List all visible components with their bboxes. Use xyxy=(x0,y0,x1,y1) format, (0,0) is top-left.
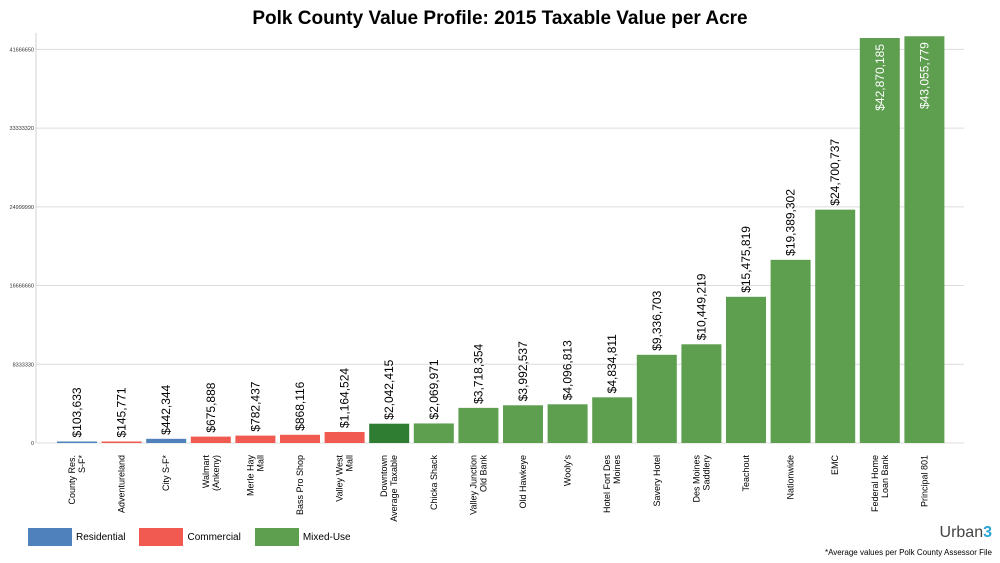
x-tick-label: Principal 801 xyxy=(919,455,929,507)
x-tick-label: Federal Home xyxy=(870,455,880,512)
y-tick-label: 24999990 xyxy=(10,205,34,211)
x-tick-label: (Ankeny) xyxy=(211,455,221,491)
data-label: $10,449,219 xyxy=(694,273,708,340)
x-tick-label: Chicka Shack xyxy=(429,455,439,511)
bar xyxy=(770,259,811,443)
bar xyxy=(904,36,945,443)
data-label: $24,700,737 xyxy=(828,139,842,206)
brand-number: 3 xyxy=(983,524,992,541)
bar xyxy=(458,407,499,443)
x-tick-label: Downtown xyxy=(379,455,389,497)
x-tick-label: Des Moines xyxy=(691,455,701,503)
x-tick-label: Old Hawkeye xyxy=(518,455,528,509)
y-tick-label: 41666650 xyxy=(10,47,34,53)
x-tick-label: Savery Hotel xyxy=(652,455,662,507)
x-tick-label: Average Taxable xyxy=(389,455,399,522)
bar xyxy=(547,404,588,443)
bar xyxy=(324,431,365,443)
x-tick-label: Loan Bank xyxy=(880,455,890,499)
bar xyxy=(815,209,856,443)
legend-item-residential: Residential xyxy=(28,528,125,546)
bar xyxy=(101,441,142,443)
brand-logo: Urban3 xyxy=(940,524,992,542)
x-tick-label: Valley Junction xyxy=(468,455,478,515)
legend-swatch-mixed-use xyxy=(254,528,299,546)
x-tick-label: Old Bank xyxy=(478,455,488,493)
bar xyxy=(57,441,97,443)
data-label: $2,042,415 xyxy=(382,359,396,419)
data-label: $43,055,779 xyxy=(917,42,931,109)
bar xyxy=(280,434,320,443)
bar xyxy=(726,296,766,443)
data-label: $15,475,819 xyxy=(739,226,753,293)
bar xyxy=(859,38,900,444)
data-label: $868,116 xyxy=(293,381,307,430)
x-tick-label: Wooly's xyxy=(563,455,573,487)
data-label: $782,437 xyxy=(248,381,262,431)
bar xyxy=(235,435,276,443)
x-tick-label: City S-F* xyxy=(161,455,171,491)
x-tick-label: Merle Hay xyxy=(245,455,255,497)
chart-title: Polk County Value Profile: 2015 Taxable … xyxy=(252,8,747,29)
legend-item-mixed-use: Mixed-Use xyxy=(254,528,351,546)
x-tick-label: Adventureland xyxy=(117,455,127,513)
bar xyxy=(146,438,187,443)
legend-swatch-commercial xyxy=(139,528,184,546)
data-label: $3,992,537 xyxy=(516,341,530,401)
data-label: $103,633 xyxy=(70,387,84,437)
y-tick-label: 16666660 xyxy=(10,284,34,290)
x-tick-label: Mall xyxy=(255,455,265,472)
legend-label-residential: Residential xyxy=(76,531,126,543)
x-tick-label: Nationwide xyxy=(786,455,796,500)
x-tick-label: Walmart xyxy=(201,455,211,489)
bar xyxy=(413,423,454,443)
data-label: $42,870,185 xyxy=(873,44,887,111)
y-tick-label: 8333330 xyxy=(13,362,34,368)
bar xyxy=(681,344,722,443)
bar xyxy=(190,436,231,443)
data-label: $9,336,703 xyxy=(650,290,664,350)
x-tick-label: EMC xyxy=(830,455,840,476)
data-label: $145,771 xyxy=(115,387,129,437)
data-label: $1,164,524 xyxy=(338,368,352,428)
data-label: $4,096,813 xyxy=(561,340,575,400)
data-label: $442,344 xyxy=(159,384,173,434)
data-label: $675,888 xyxy=(204,382,218,432)
footnote: *Average values per Polk County Assessor… xyxy=(824,548,992,557)
x-tick-label: Moines xyxy=(612,455,622,485)
legend-item-commercial: Commercial xyxy=(139,528,241,546)
x-tick-label: Saddlery xyxy=(701,455,711,491)
bar xyxy=(636,354,677,443)
y-tick-label: 33333320 xyxy=(10,126,34,132)
x-tick-label: Teachout xyxy=(741,455,751,492)
x-tick-label: S-F* xyxy=(77,455,87,473)
legend-swatch-residential xyxy=(28,528,72,546)
brand-text: Urban xyxy=(939,524,984,541)
x-tick-label: Hotel Fort Des xyxy=(602,455,612,514)
data-label: $2,069,971 xyxy=(427,359,441,419)
legend: Residential Commercial Mixed-Use xyxy=(28,528,365,546)
x-tick-label: County Res. xyxy=(67,455,77,505)
bar xyxy=(592,397,633,443)
legend-label-commercial: Commercial xyxy=(187,531,241,543)
y-tick-label: 0 xyxy=(31,441,34,447)
bar xyxy=(503,405,543,443)
x-tick-label: Valley West xyxy=(335,455,345,502)
x-tick-label: Bass Pro Shop xyxy=(295,455,305,515)
data-label: $4,834,811 xyxy=(605,334,619,393)
bar xyxy=(369,423,410,443)
data-label: $19,389,302 xyxy=(784,189,798,256)
x-tick-label: Mall xyxy=(345,455,355,472)
data-label: $3,718,354 xyxy=(471,343,485,403)
legend-label-mixed-use: Mixed-Use xyxy=(302,531,351,543)
